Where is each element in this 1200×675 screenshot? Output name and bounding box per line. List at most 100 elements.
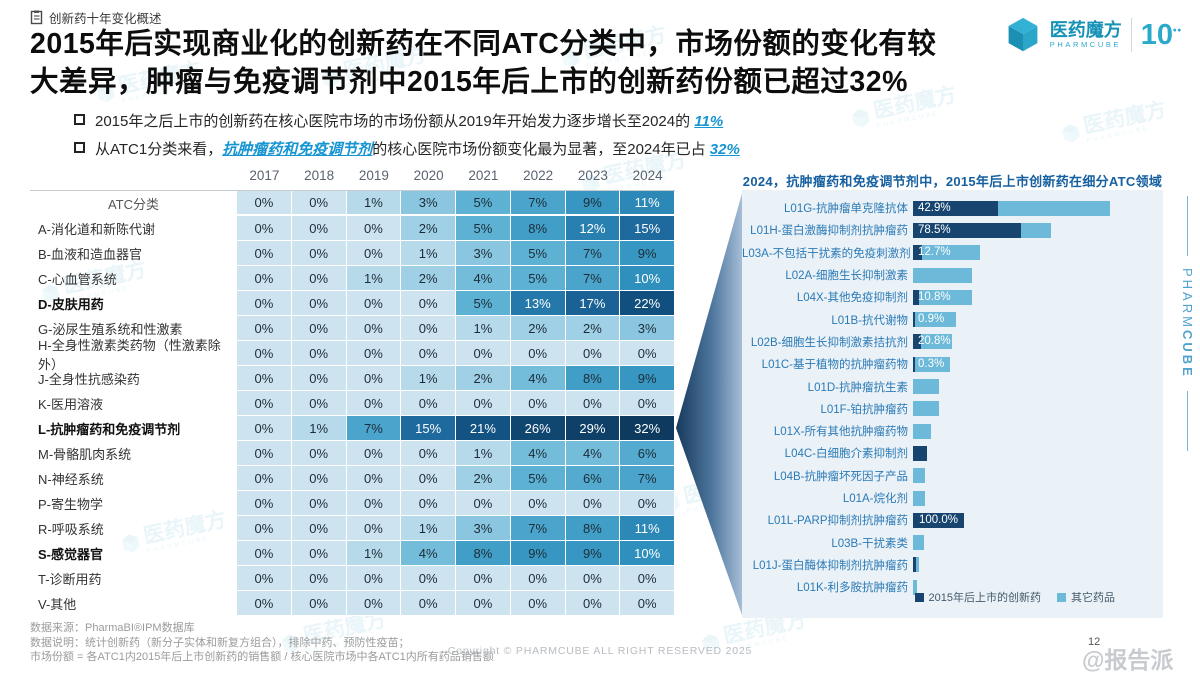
bar-category-label: L01B-抗代谢物 [831, 314, 908, 327]
heatmap-cell: 7% [510, 191, 566, 216]
bar-value-label: 12.7% [918, 246, 951, 259]
heatmap-cell: 0% [291, 341, 347, 366]
atc-category-label: K-医用溶液 [38, 397, 104, 412]
vertical-brand-text: PHARMCUBE [1180, 268, 1195, 379]
bar-row: L01J-蛋白酶体抑制剂抗肿瘤药 [742, 554, 1163, 576]
atc-category-label: M-骨骼肌肉系统 [38, 447, 132, 462]
heatmap-cell: 8% [565, 516, 621, 541]
footnote-method: 数据说明：统计创新药（新分子实体和新复方组合），排除中药、预防性疫苗； [30, 636, 410, 649]
bar-row: L01X-所有其他抗肿瘤药物 [742, 420, 1163, 442]
heatmap-cell: 7% [565, 241, 621, 266]
bar-category-label: L01L-PARP抑制剂抗肿瘤药 [767, 515, 908, 528]
year-header: 2017 [249, 168, 280, 183]
heatmap-cell: 8% [510, 216, 566, 241]
year-header: 2023 [577, 168, 608, 183]
heatmap-cell: 0% [291, 541, 347, 566]
bar-value-label: 0.9% [918, 313, 945, 326]
bar-category-label: L01F-铂抗肿瘤药 [820, 403, 908, 416]
bar-total [913, 379, 939, 395]
heatmap-row: B-血液和造血器官 0% 0% 0% 1% 3% 5% 7% 9% [30, 241, 675, 266]
logo-divider [1130, 18, 1132, 52]
heatmap-cell: 1% [456, 441, 511, 466]
heatmap-cell: 0% [456, 341, 511, 366]
bar-category-label: L01D-抗肿瘤抗生素 [807, 381, 908, 394]
heatmap-cell: 9% [620, 366, 675, 391]
bar-row: L01H-蛋白激酶抑制剂抗肿瘤药 78.5% [742, 219, 1163, 241]
bar-total: 78.5% [913, 222, 1051, 238]
heatmap-cell: 1% [401, 366, 456, 391]
detail-panel: L01G-抗肿瘤单克隆抗体 42.9% L01H-蛋白激酶抑制剂抗肿瘤药 78.5% L… [742, 190, 1163, 618]
atc-category-label: R-呼吸系统 [38, 522, 104, 537]
heatmap-cell: 0% [565, 341, 621, 366]
cube-icon [702, 634, 720, 653]
side-brand-strip: PHARMCUBE [1180, 196, 1195, 451]
bar-innovative-segment [913, 200, 998, 216]
heatmap-cell: 0% [237, 541, 292, 566]
heatmap-cell: 0% [565, 491, 621, 516]
heatmap-cell: 0% [510, 391, 566, 416]
heatmap-cell: 4% [401, 541, 456, 566]
heatmap-cell: 0% [346, 316, 402, 341]
bar-row: L04X-其他免疫抑制剂 10.8% [742, 286, 1163, 308]
heatmap-cell: 4% [510, 366, 566, 391]
pharmcube-logo: 医药魔方 PHARMCUBE 10•• [1005, 16, 1182, 54]
key-point-1: 2015年之后上市的创新药在核心医院市场的市场份额从2019年开始发力逐步增长至… [74, 110, 723, 131]
bar-innovative-segment [913, 445, 927, 461]
heatmap-cell: 0% [620, 566, 675, 591]
bar-row: L01L-PARP抑制剂抗肿瘤药 100.0% [742, 509, 1163, 531]
heatmap-cell: 0% [237, 416, 292, 441]
heatmap-row: P-寄生物学 0% 0% 0% 0% 0% 0% 0% 0% [30, 491, 675, 516]
atc-category-label: J-全身性抗感染药 [38, 372, 140, 387]
bar-value-label: 10.8% [918, 290, 951, 303]
atc-l-link[interactable]: 抗肿瘤药和免疫调节剂 [222, 141, 373, 158]
heatmap-cell: 0% [401, 441, 456, 466]
bar-row: L03A-不包括干扰素的免疫刺激剂 12.7% [742, 242, 1163, 264]
heatmap-cell: 0% [401, 341, 456, 366]
bar-row: L01K-利多胺抗肿瘤药 [742, 576, 1163, 598]
heatmap-cell: 3% [401, 191, 456, 216]
heatmap-cell: 7% [510, 516, 566, 541]
atc-category-label: T-诊断用药 [38, 572, 102, 587]
atc-category-label: A-消化道和新陈代谢 [38, 222, 156, 237]
heatmap-cell: 0% [346, 366, 402, 391]
bar-row: L04B-抗肿瘤坏死因子产品 [742, 465, 1163, 487]
heatmap-cell: 0% [346, 466, 402, 491]
key-point-1-text: 2015年之后上市的创新药在核心医院市场的市场份额从2019年开始发力逐步增长至… [95, 113, 724, 130]
atc-category-label: ATC分类 [107, 197, 160, 212]
cube-icon [1008, 17, 1038, 52]
year-header: 2022 [523, 168, 554, 183]
heatmap-cell: 9% [620, 241, 675, 266]
heatmap-cell: 0% [237, 466, 292, 491]
watermark-credit: @报告派 [1082, 647, 1174, 673]
legend-label: 其它药品 [1071, 592, 1115, 604]
heatmap-cell: 12% [565, 216, 621, 241]
heatmap-cell: 5% [510, 466, 566, 491]
bar-category-label: L02B-细胞生长抑制激素拮抗剂 [750, 336, 908, 349]
bar-total [913, 267, 973, 283]
heatmap-cell: 1% [346, 266, 402, 291]
bar-value-label: 20.8% [918, 335, 951, 348]
heatmap-cell: 0% [346, 341, 402, 366]
divider [1187, 196, 1188, 256]
heatmap-cell: 8% [456, 541, 511, 566]
bar-total [913, 468, 925, 484]
heatmap-row: ATC分类 0% 0% 1% 3% 5% 7% 9% 11% [30, 191, 675, 216]
heatmap-cell: 0% [237, 366, 292, 391]
bar-innovative-segment [913, 245, 922, 261]
heatmap-cell: 2% [456, 366, 511, 391]
bar-total: 12.7% [913, 245, 980, 261]
legend: 2015年后上市的创新药 其它药品 [914, 589, 1115, 605]
heatmap-cell: 11% [620, 516, 675, 541]
heatmap-cell: 0% [291, 366, 347, 391]
bullet-square-icon [74, 142, 85, 153]
heatmap-cell: 0% [401, 591, 456, 616]
heatmap-row: S-感觉器官 0% 0% 1% 4% 8% 9% 9% 10% [30, 541, 675, 566]
page-title: 2015年后实现商业化的创新药在不同ATC分类中，市场份额的变化有较 大差异，肿… [30, 26, 1005, 101]
anniversary-mark: 10•• [1140, 18, 1182, 51]
heatmap-cell: 0% [401, 566, 456, 591]
heatmap-cell: 22% [620, 291, 675, 316]
bar-category-label: L01J-蛋白酶体抑制剂抗肿瘤药 [752, 559, 908, 572]
heatmap-cell: 0% [237, 391, 292, 416]
heatmap-cell: 0% [401, 466, 456, 491]
